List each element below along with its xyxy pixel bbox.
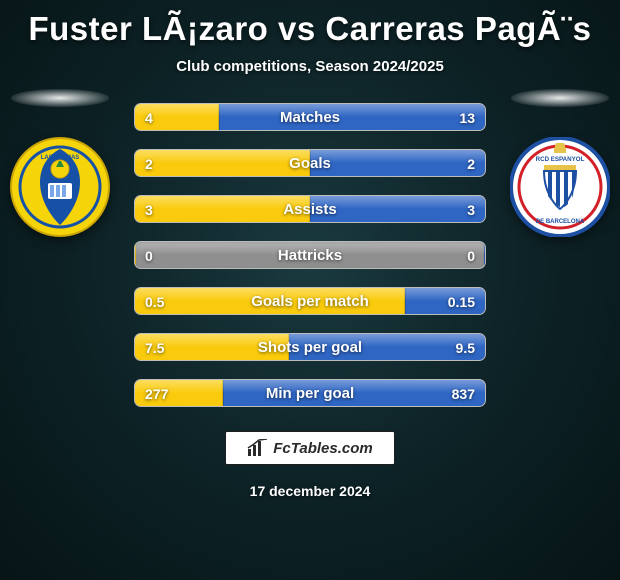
stat-fill-right <box>223 380 486 406</box>
page-subtitle: Club competitions, Season 2024/2025 <box>0 58 620 75</box>
stat-fill-left <box>135 196 310 222</box>
stat-fill-right <box>219 104 485 130</box>
shadow-ellipse-icon <box>11 89 109 107</box>
right-club-logo: RCD ESPANYOL DE BARCELONA <box>510 137 610 237</box>
svg-text:LAS PALMAS: LAS PALMAS <box>41 155 80 161</box>
stat-row: Min per goal277837 <box>134 379 486 407</box>
stat-row: Goals per match0.50.15 <box>134 287 486 315</box>
stat-value-right: 0 <box>457 242 485 269</box>
stat-value-left: 0 <box>135 242 163 269</box>
stat-fill-right <box>310 150 485 176</box>
fctables-brand-badge: FcTables.com <box>225 431 395 465</box>
stat-fill-left <box>135 288 405 314</box>
stat-fill-left <box>135 380 223 406</box>
stat-label: Hattricks <box>135 242 485 269</box>
stat-fill-left <box>135 334 289 360</box>
stat-fill-left <box>135 242 136 268</box>
las-palmas-crest-icon: LAS PALMAS <box>10 137 110 237</box>
stats-bar-list: Matches413 Goals22 Assists33 Hattricks0 0 Goa… <box>134 103 486 407</box>
stat-fill-right <box>484 242 485 268</box>
stat-fill-right <box>405 288 486 314</box>
stat-fill-right <box>289 334 485 360</box>
stat-row: Matches413 <box>134 103 486 131</box>
right-player-column: RCD ESPANYOL DE BARCELONA <box>500 89 620 237</box>
espanyol-crest-icon: RCD ESPANYOL DE BARCELONA <box>510 137 610 237</box>
comparison-main: LAS PALMAS <box>0 103 620 407</box>
svg-text:RCD ESPANYOL: RCD ESPANYOL <box>536 156 585 163</box>
stat-row: Goals22 <box>134 149 486 177</box>
stat-fill-left <box>135 104 219 130</box>
bar-bevel <box>135 242 485 255</box>
left-club-logo: LAS PALMAS <box>10 137 110 237</box>
stat-row: Hattricks0 0 <box>134 241 486 269</box>
page-title: Fuster LÃ¡zaro vs Carreras PagÃ¨s <box>0 0 620 48</box>
stat-row: Shots per goal7.59.5 <box>134 333 486 361</box>
left-player-column: LAS PALMAS <box>0 89 120 237</box>
shadow-ellipse-icon <box>511 89 609 107</box>
stat-fill-left <box>135 150 310 176</box>
brand-text: FcTables.com <box>273 440 372 457</box>
bars-brand-icon <box>247 439 269 457</box>
svg-text:DE BARCELONA: DE BARCELONA <box>536 219 585 225</box>
footer-date: 17 december 2024 <box>0 483 620 499</box>
stat-fill-right <box>310 196 485 222</box>
stat-row: Assists33 <box>134 195 486 223</box>
